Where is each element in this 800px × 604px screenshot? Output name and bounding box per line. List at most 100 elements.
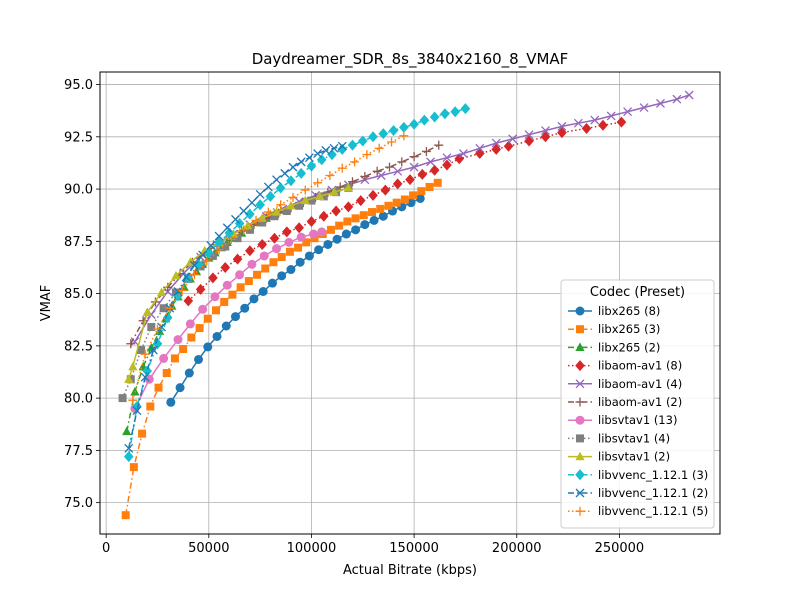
data-point (269, 232, 280, 244)
legend-label: libaom-av1 (2) (598, 395, 682, 409)
legend-item: libx265 (8) (568, 304, 660, 318)
data-point (368, 189, 378, 201)
data-point (123, 451, 134, 463)
data-point (233, 234, 242, 243)
x-tick-label: 150000 (389, 541, 439, 556)
data-point (286, 265, 296, 275)
legend-label: libvvenc_1.12.1 (5) (598, 504, 708, 518)
data-point (656, 98, 665, 108)
data-point (306, 215, 317, 227)
legend-label: libx265 (8) (598, 304, 660, 318)
data-point (272, 244, 282, 254)
data-point (350, 157, 360, 167)
data-point (140, 372, 150, 382)
series-1 (121, 178, 442, 520)
data-point (405, 174, 415, 186)
data-point (162, 369, 171, 378)
data-point (590, 115, 600, 125)
series-0 (166, 193, 425, 407)
legend-swatch-marker (575, 488, 585, 498)
data-point (193, 258, 204, 270)
data-point (220, 297, 229, 306)
data-point (557, 121, 567, 131)
data-point (142, 307, 152, 317)
data-point (524, 130, 534, 140)
data-point (243, 220, 253, 230)
data-point (304, 251, 314, 261)
data-point (249, 294, 259, 304)
data-point (206, 241, 216, 250)
data-point (270, 212, 279, 221)
data-point (337, 143, 348, 155)
data-point (276, 200, 286, 210)
data-point (351, 214, 360, 223)
legend-label: libsvtav1 (4) (598, 431, 670, 445)
data-point (247, 259, 257, 269)
data-point (475, 143, 485, 153)
data-point (240, 303, 250, 313)
data-point (314, 245, 324, 255)
series-line (170, 197, 421, 403)
data-point (214, 245, 224, 255)
data-point (258, 218, 267, 227)
legend-swatch-marker (575, 379, 585, 389)
data-point (187, 333, 196, 342)
data-point (409, 191, 418, 200)
legend-label: libvvenc_1.12.1 (2) (598, 486, 708, 500)
data-point (245, 245, 255, 257)
data-point (263, 207, 273, 217)
data-point (355, 195, 366, 207)
data-point (121, 511, 130, 520)
y-tick-label: 80.0 (64, 392, 93, 407)
data-point (442, 153, 452, 163)
data-point (152, 338, 163, 350)
data-point (166, 397, 176, 407)
data-point (232, 253, 243, 265)
legend-swatch-marker (576, 434, 584, 443)
data-point (508, 134, 518, 144)
legend-item: libvvenc_1.12.1 (2) (568, 486, 708, 500)
series-8 (124, 183, 354, 383)
legend-item: libaom-av1 (4) (568, 377, 682, 391)
data-point (598, 119, 608, 131)
data-point (300, 195, 310, 205)
data-point (374, 143, 384, 153)
data-point (392, 178, 403, 190)
data-point (372, 166, 382, 176)
data-point (128, 361, 138, 371)
data-point (606, 111, 616, 121)
data-point (348, 177, 358, 187)
data-point (409, 118, 419, 130)
data-point (360, 172, 370, 182)
data-point (267, 278, 277, 288)
data-point (639, 103, 649, 112)
data-point (118, 394, 127, 403)
legend-label: libvvenc_1.12.1 (3) (598, 468, 708, 482)
y-tick-label: 95.0 (64, 78, 93, 93)
data-point (419, 114, 430, 126)
legend-title: Codec (Preset) (590, 285, 685, 300)
data-point (378, 128, 389, 140)
data-point (326, 225, 335, 234)
data-point (458, 149, 468, 158)
data-point (286, 200, 296, 210)
data-point (245, 225, 254, 234)
data-point (380, 184, 391, 196)
data-point (362, 150, 372, 160)
series-3 (183, 116, 627, 307)
data-point (214, 231, 224, 241)
data-point (384, 201, 393, 210)
data-point (253, 270, 262, 279)
data-point (315, 191, 325, 200)
data-point (295, 257, 305, 267)
data-point (323, 187, 333, 197)
data-point (277, 253, 286, 262)
data-point (142, 365, 153, 377)
series-line (130, 144, 440, 345)
data-point (313, 149, 323, 158)
data-point (491, 138, 501, 148)
data-point (203, 342, 213, 352)
data-point (392, 198, 401, 207)
data-point (284, 237, 294, 247)
